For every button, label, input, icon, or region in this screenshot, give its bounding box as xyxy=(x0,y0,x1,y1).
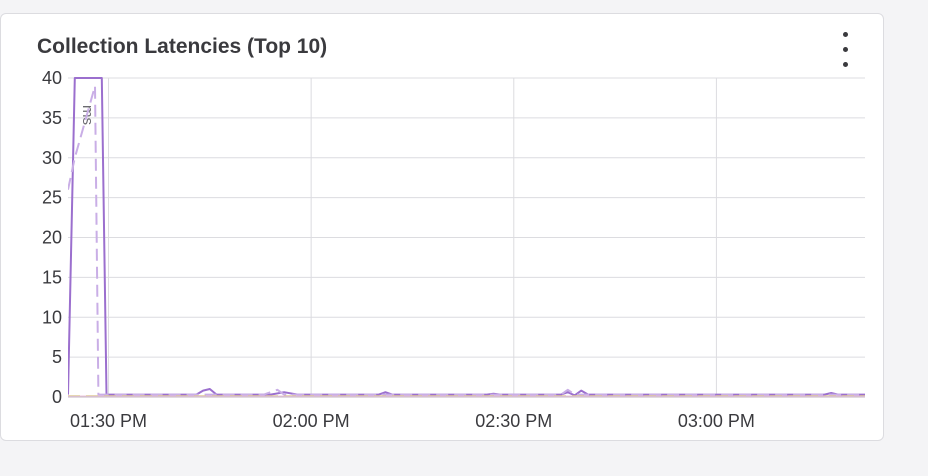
x-tick-label: 03:00 PM xyxy=(678,411,755,431)
chart-card: Collection Latencies (Top 10) xyxy=(0,13,884,441)
series-line-2 xyxy=(68,85,865,396)
card-title: Collection Latencies (Top 10) xyxy=(37,35,328,58)
y-tick-label: 25 xyxy=(42,188,62,208)
y-tick-label: 0 xyxy=(52,387,62,407)
y-tick-label: 10 xyxy=(42,307,62,327)
y-tick-label: 15 xyxy=(42,267,62,287)
series-line-1 xyxy=(68,77,865,397)
y-tick-label: 40 xyxy=(42,68,62,88)
x-tick-label: 02:00 PM xyxy=(273,411,350,431)
y-tick-label: 5 xyxy=(52,347,62,367)
x-tick-label: 01:30 PM xyxy=(70,411,147,431)
y-tick-label: 20 xyxy=(42,228,62,248)
y-tick-label: 30 xyxy=(42,148,62,168)
x-tick-label: 02:30 PM xyxy=(475,411,552,431)
y-tick-label: 35 xyxy=(42,108,62,128)
kebab-menu-icon[interactable] xyxy=(833,30,859,70)
